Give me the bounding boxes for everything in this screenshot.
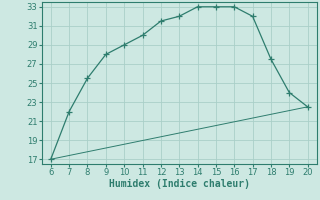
X-axis label: Humidex (Indice chaleur): Humidex (Indice chaleur) — [109, 179, 250, 189]
